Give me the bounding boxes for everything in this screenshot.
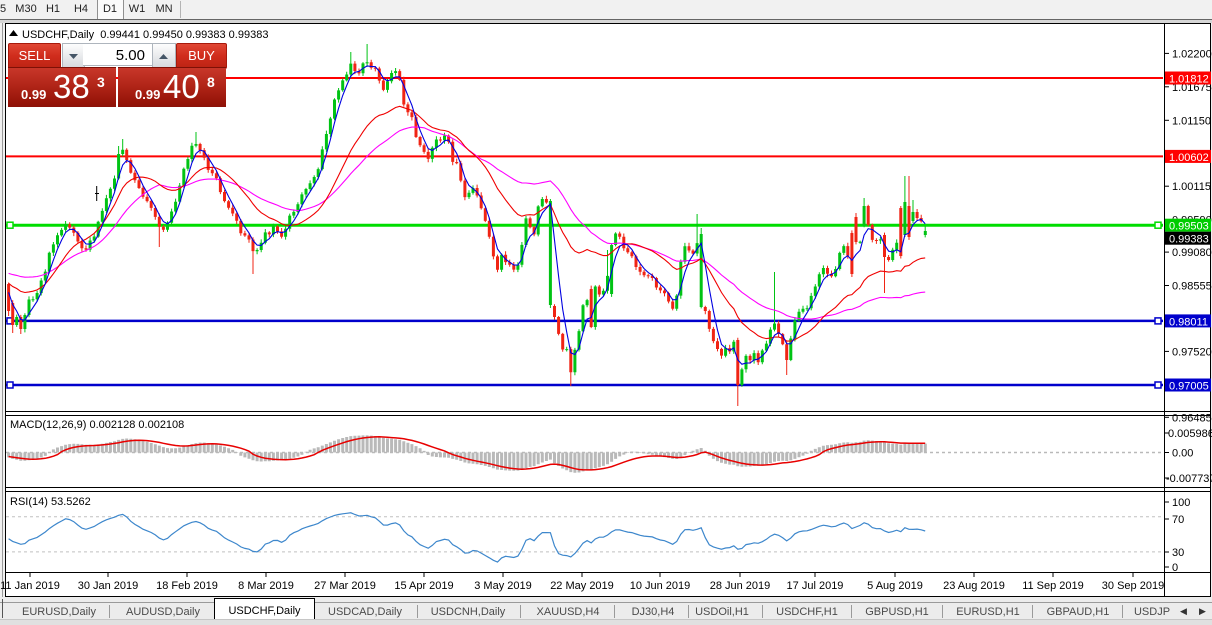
svg-text:MACD(12,26,9) 0.002128 0.00210: MACD(12,26,9) 0.002128 0.002108	[10, 419, 184, 431]
svg-text:27 Mar 2019: 27 Mar 2019	[314, 580, 376, 592]
svg-text:0.005986: 0.005986	[1168, 428, 1212, 440]
svg-text:0.96485: 0.96485	[1172, 412, 1212, 424]
svg-text:28 Jun 2019: 28 Jun 2019	[710, 580, 771, 592]
svg-text:0.98011: 0.98011	[1169, 316, 1208, 328]
svg-text:1.00115: 1.00115	[1172, 181, 1211, 193]
svg-text:0.97520: 0.97520	[1172, 346, 1212, 358]
svg-text:70: 70	[1172, 514, 1184, 526]
svg-text:0.97005: 0.97005	[1169, 381, 1209, 393]
svg-text:1.01675: 1.01675	[1172, 82, 1212, 94]
svg-text:1.01150: 1.01150	[1172, 115, 1211, 127]
svg-text:22 May 2019: 22 May 2019	[550, 580, 614, 592]
svg-text:30: 30	[1172, 547, 1184, 559]
svg-text:30 Sep 2019: 30 Sep 2019	[1102, 580, 1164, 592]
svg-text:1.00602: 1.00602	[1169, 152, 1209, 164]
svg-text:RSI(14) 53.5262: RSI(14) 53.5262	[10, 496, 91, 508]
svg-text:100: 100	[1172, 497, 1190, 509]
svg-text:11 Sep 2019: 11 Sep 2019	[1022, 580, 1084, 592]
svg-text:17 Jul 2019: 17 Jul 2019	[787, 580, 844, 592]
svg-text:11 Jan 2019: 11 Jan 2019	[0, 580, 60, 592]
svg-text:15 Apr 2019: 15 Apr 2019	[394, 580, 453, 592]
svg-text:10 Jun 2019: 10 Jun 2019	[630, 580, 691, 592]
svg-text:3 May 2019: 3 May 2019	[474, 580, 531, 592]
svg-text:18 Feb 2019: 18 Feb 2019	[156, 580, 218, 592]
svg-text:0.98555: 0.98555	[1172, 281, 1212, 293]
svg-text:1.02200: 1.02200	[1172, 48, 1212, 60]
svg-text:0.00: 0.00	[1172, 448, 1193, 460]
svg-text:-0.007737: -0.007737	[1166, 473, 1212, 485]
svg-text:0.99503: 0.99503	[1169, 221, 1209, 233]
svg-text:0.99080: 0.99080	[1172, 247, 1212, 259]
svg-text:0.99383: 0.99383	[1169, 234, 1209, 246]
svg-text:23 Aug 2019: 23 Aug 2019	[943, 580, 1005, 592]
svg-text:USDCHF,Daily 0.99441 0.99450: USDCHF,Daily 0.99441 0.99450 0.99383 0.9…	[22, 29, 268, 41]
svg-text:5 Aug 2019: 5 Aug 2019	[867, 580, 923, 592]
svg-text:0: 0	[1172, 562, 1178, 574]
svg-text:1.01812: 1.01812	[1169, 74, 1209, 86]
svg-text:30 Jan 2019: 30 Jan 2019	[78, 580, 139, 592]
svg-text:8 Mar 2019: 8 Mar 2019	[238, 580, 294, 592]
